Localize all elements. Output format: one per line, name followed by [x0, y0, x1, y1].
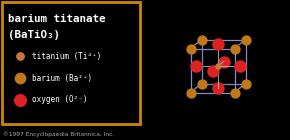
Text: ©1997 Encyclopaedia Britannica, Inc.: ©1997 Encyclopaedia Britannica, Inc. [3, 131, 114, 137]
Point [221, 60, 226, 63]
Point [232, 91, 237, 94]
Point [199, 82, 204, 85]
Text: (BaTiO₃): (BaTiO₃) [8, 30, 60, 40]
Point [232, 47, 237, 50]
Point [216, 43, 220, 45]
Point [243, 82, 248, 85]
Point [18, 77, 22, 79]
Point [199, 38, 204, 41]
Point [216, 65, 220, 67]
Text: titanium (Ti⁴⁺): titanium (Ti⁴⁺) [32, 52, 102, 60]
Point [18, 99, 22, 101]
Point [210, 69, 215, 72]
Bar [2, 2, 140, 124]
Text: barium titanate: barium titanate [8, 14, 106, 24]
Text: barium (Ba²⁺): barium (Ba²⁺) [32, 74, 92, 82]
Point [18, 55, 22, 57]
Point [194, 65, 198, 67]
Point [188, 47, 193, 50]
Point [188, 91, 193, 94]
Point [238, 65, 242, 67]
Text: oxygen (O²⁻): oxygen (O²⁻) [32, 95, 88, 104]
Point [243, 38, 248, 41]
Point [216, 87, 220, 89]
